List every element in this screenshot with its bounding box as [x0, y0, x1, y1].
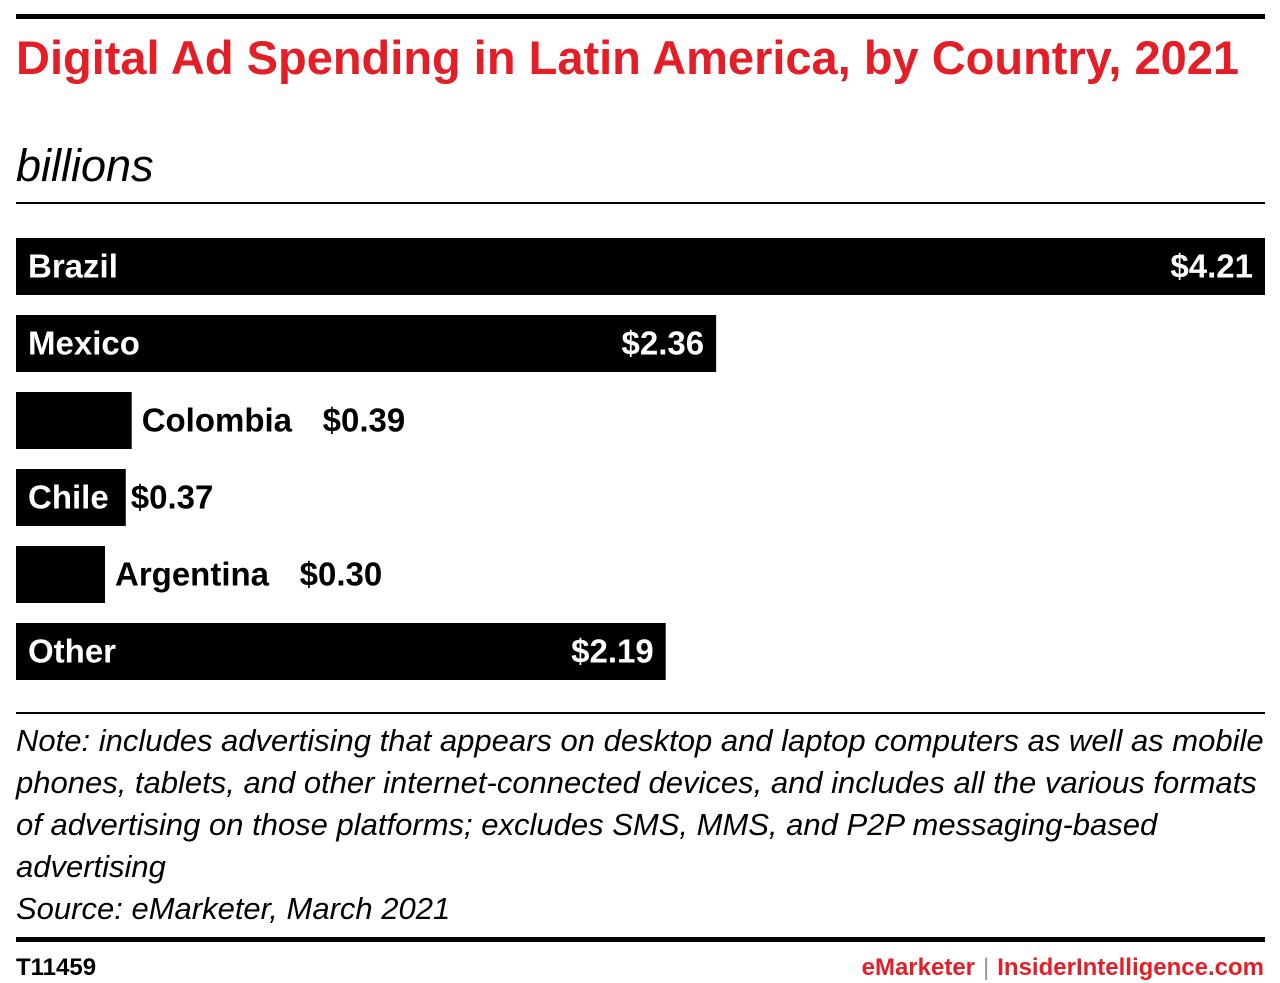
value-label-brazil: $4.21: [1170, 248, 1253, 285]
bar-row-argentina: Argentina $0.30: [16, 546, 382, 603]
bar-brazil: [16, 238, 1265, 295]
category-label-argentina: Argentina: [115, 556, 270, 593]
bar-row-mexico: Mexico $2.36: [16, 315, 717, 372]
category-label-mexico: Mexico: [28, 325, 140, 362]
bar-row-chile: Chile $0.37: [16, 469, 213, 526]
note-divider: [16, 712, 1265, 714]
bar-row-brazil: Brazil $4.21: [16, 238, 1265, 295]
category-label-brazil: Brazil: [28, 248, 118, 285]
brand-emarketer-link[interactable]: eMarketer: [861, 954, 976, 981]
category-label-chile: Chile: [28, 479, 109, 516]
bar-mexico: [16, 315, 717, 372]
value-label-other: $2.19: [571, 633, 654, 670]
footer-brand: eMarketer | InsiderIntelligence.com: [862, 954, 1264, 982]
bar-colombia: [16, 392, 132, 449]
value-label-argentina: $0.30: [300, 556, 383, 593]
bar-row-other: Other $2.19: [16, 623, 666, 680]
value-label-colombia: $0.39: [323, 402, 406, 439]
bar-other: [16, 623, 666, 680]
header-divider: [16, 202, 1265, 204]
chart-title: Digital Ad Spending in Latin America, by…: [16, 31, 1240, 84]
brand-insiderintelligence-link[interactable]: InsiderIntelligence.com: [997, 954, 1264, 981]
bar-row-colombia: Colombia $0.39: [16, 392, 405, 449]
category-label-other: Other: [28, 633, 116, 670]
chart-source: Source: eMarketer, March 2021: [16, 891, 451, 926]
bar-argentina: [16, 546, 106, 603]
top-rule: [16, 14, 1265, 19]
category-label-colombia: Colombia: [142, 402, 293, 439]
bar-chart: Brazil $4.21 Mexico $2.36 Colombia $0.39 Chile…: [16, 238, 1265, 680]
chart-subtitle: billions: [16, 140, 154, 191]
value-label-mexico: $2.36: [622, 325, 705, 362]
footer-divider: [16, 937, 1265, 942]
chart-note: Note: includes advertising that appears …: [16, 723, 1264, 884]
chart-id: T11459: [16, 954, 97, 981]
value-label-chile: $0.37: [131, 479, 214, 516]
bar-chile: [16, 469, 126, 526]
brand-separator: |: [983, 954, 990, 981]
